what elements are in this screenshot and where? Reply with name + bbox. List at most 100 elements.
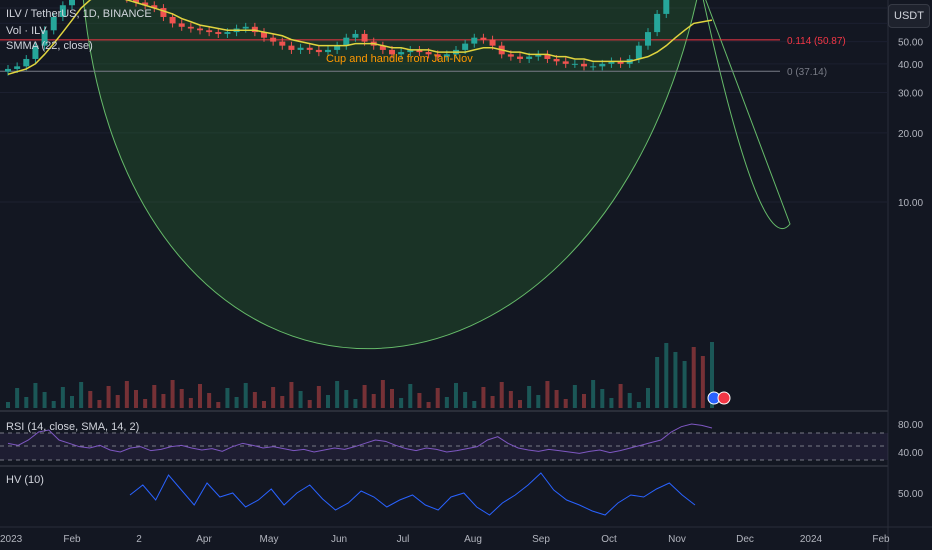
currency-button[interactable]: USDT [888,4,930,28]
volume-bar [591,380,596,408]
candle-body [270,37,277,42]
candle-body [14,66,21,69]
volume-bar [691,347,696,408]
volume-bar [307,400,312,408]
volume-bar [88,391,93,408]
rsi-indicator-label[interactable]: RSI (14, close, SMA, 14, 2) [6,421,140,433]
candle-body [489,39,496,46]
volume-bar [426,402,431,408]
volume-bar [673,352,678,408]
candle-body [224,32,231,34]
volume-bar [435,388,440,408]
volume-bar [472,401,477,408]
candle-body [361,33,368,42]
price-axis[interactable]: 140.00130.00120.00110.00100.0090.0080.00… [898,0,929,209]
candle-body [635,45,642,59]
time-tick-label: Nov [668,534,686,545]
cup-shape [83,0,697,349]
candle-body [325,49,331,53]
candle-body [142,2,149,6]
rsi-tick-label: 80.00 [898,420,923,431]
volume-bar [280,396,285,408]
candle-body [443,54,450,57]
candle-body [654,13,661,33]
time-tick-label: Sep [532,534,550,545]
price-tick-label: 10.00 [898,198,923,209]
candle-body [261,32,267,38]
candle-body [197,28,203,31]
fib-level-label: 0.114 (50.87) [787,36,846,47]
candle-body [160,8,167,17]
volume-bar [188,398,193,408]
candle-body [178,23,185,27]
candle-body [535,54,542,57]
volume-bar [326,395,330,408]
volume-bar [664,343,669,408]
candle-body [416,49,423,53]
candle-body [133,0,139,3]
time-tick-label: Oct [601,534,617,545]
symbol-title[interactable]: ILV / TetherUS, 1D, BINANCE [6,8,152,20]
volume-bar [618,384,623,408]
volume-bar [682,361,687,408]
volume-bar [207,393,212,408]
time-tick-label: Apr [196,534,212,545]
candle-body [617,61,624,64]
candle-body [398,52,405,55]
candle-body [242,26,249,29]
volume-bar [179,389,184,408]
volume-bar [170,380,175,408]
volume-indicator-label[interactable]: Vol · ILV [6,25,47,37]
candle-body [206,30,213,33]
candle-body [151,5,158,9]
candle-body [41,30,48,46]
smma-indicator-label[interactable]: SMMA (22, close) [6,40,93,52]
volume-bar [600,389,605,408]
volume-bar [79,382,84,408]
candle-body [279,41,286,46]
hv-indicator-label[interactable]: HV (10) [6,474,44,486]
volume-bar [463,392,468,408]
volume-bar [15,388,20,408]
candle-body [480,37,487,40]
candle-body [334,45,341,50]
volume-bar [490,396,495,408]
candle-body [425,52,432,55]
volume-bar [152,385,157,408]
volume-bar [252,392,257,408]
volume-bar [371,394,376,408]
candle-body [32,45,39,59]
volume-bar [134,390,138,408]
candle-body [517,56,523,59]
candle-body [526,56,533,59]
price-tick-label: 30.00 [898,89,923,100]
time-tick-label: 2023 [0,534,23,545]
volume-bar [271,387,276,408]
volume-bar [399,398,404,408]
hv-pane: 50.00 [129,472,923,516]
volume-bar [554,390,559,408]
volume-bar [454,383,458,408]
volume-bar [6,402,10,408]
candle-body [59,5,66,17]
volume-bar [33,383,38,408]
volume-bar [508,391,513,408]
candle-body [553,58,560,62]
volume-bar [262,401,266,408]
candle-body [389,49,395,55]
candle-body [462,43,469,50]
candle-body [434,54,441,57]
volume-bar [70,396,74,408]
volume-bar [234,397,239,408]
volume-bar [362,385,367,408]
volume-bar [344,390,349,408]
time-tick-label: 2024 [800,534,823,545]
time-axis[interactable]: 2023 Feb 2 Apr May Jun Jul Aug Sep Oct Nov Dec 2024 F… [0,534,890,545]
candle-body [471,37,478,44]
volume-bar [42,392,47,408]
pattern-annotation: Cup and handle from Jan-Nov [326,53,473,65]
candle-body [69,0,75,6]
candle-body [590,66,597,68]
